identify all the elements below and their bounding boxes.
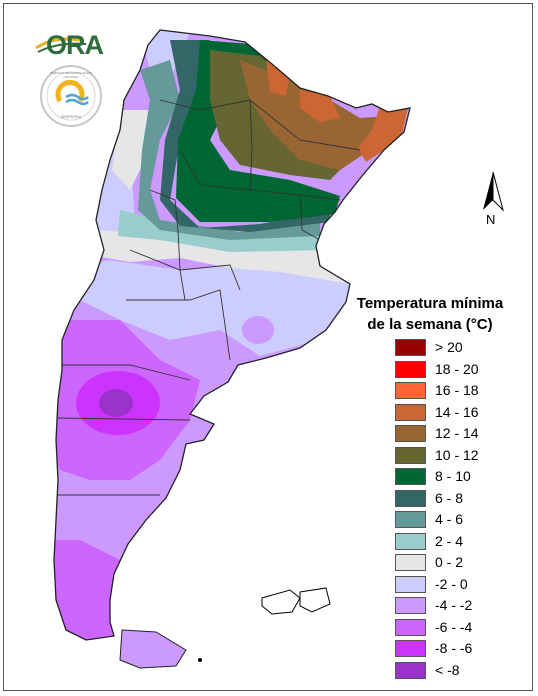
legend-label: 14 - 16 xyxy=(435,403,479,420)
legend-label: 10 - 12 xyxy=(435,446,479,463)
ora-logo-text: ORA xyxy=(46,30,104,60)
legend-label: < -8 xyxy=(435,661,460,678)
legend-label: -4 - -2 xyxy=(435,597,473,613)
legend: Temperatura mínima de la semana (°C) > 2… xyxy=(345,293,525,679)
legend-label: 16 - 18 xyxy=(435,382,479,398)
legend-swatch xyxy=(395,661,426,679)
legend-swatch xyxy=(395,360,426,378)
zone-below-minus8 xyxy=(99,389,133,417)
smn-emblem-icon xyxy=(46,71,96,121)
zone-minus2-0 xyxy=(60,260,350,356)
legend-label: -6 - -4 xyxy=(435,618,473,635)
legend-swatch xyxy=(395,597,426,614)
zone-minus6-minus4-south xyxy=(54,540,120,640)
legend-label: 0 - 2 xyxy=(435,554,464,570)
zone-6-8 xyxy=(160,40,330,232)
zone-minus4-minus2-patch xyxy=(242,316,274,344)
zone-14-16-east xyxy=(358,106,408,162)
legend-swatch xyxy=(395,468,426,485)
zone-0-2-north xyxy=(112,110,150,190)
legend-swatch xyxy=(395,575,426,593)
legend-title: Temperatura mínima de la semana (°C) xyxy=(345,293,515,335)
zone-14-16-north xyxy=(300,90,340,122)
legend-label: 6 - 8 xyxy=(435,489,464,506)
legend-label: 2 - 4 xyxy=(435,532,464,549)
zone-2-4 xyxy=(118,210,330,252)
legend-swatch xyxy=(395,403,426,421)
argentina-outline xyxy=(53,29,411,641)
legend-label: 4 - 6 xyxy=(435,511,464,527)
zone-0-2 xyxy=(96,230,350,284)
ora-swoosh-icon xyxy=(35,37,87,53)
legend-label: > 20 xyxy=(435,339,463,355)
north-label: N xyxy=(486,212,496,227)
legend-label: -8 - -6 xyxy=(435,640,473,656)
island-dot xyxy=(198,658,202,662)
north-arrow: N xyxy=(478,170,508,230)
legend-swatch xyxy=(395,489,426,507)
legend-swatch xyxy=(395,425,426,442)
malvinas-islands xyxy=(261,587,331,615)
legend-swatch xyxy=(395,532,426,550)
legend-label: 12 - 14 xyxy=(435,425,479,441)
legend-swatch xyxy=(395,640,426,657)
legend-swatch xyxy=(395,618,426,636)
smn-country-text: ARGENTINA xyxy=(60,115,82,119)
legend-swatch xyxy=(395,511,426,528)
legend-title-line2: de la semana (°C) xyxy=(367,316,493,333)
zone-4-6 xyxy=(138,60,320,240)
smn-logo: SERVICIO METEOROLÓGICO NACIONAL ARGENTIN… xyxy=(40,65,102,127)
ora-logo: ORA xyxy=(34,28,106,62)
north-arrow-icon xyxy=(483,171,504,212)
legend-swatch xyxy=(395,554,426,571)
legend-title-line1: Temperatura mínima xyxy=(356,295,504,312)
legend-label: 18 - 20 xyxy=(435,360,479,377)
legend-swatch xyxy=(395,339,426,356)
smn-ring-text: SERVICIO METEOROLÓGICO NACIONAL xyxy=(50,71,92,79)
legend-swatch xyxy=(395,382,426,399)
tierra-del-fuego xyxy=(119,629,187,669)
legend-label: 8 - 10 xyxy=(435,468,471,484)
legend-swatch xyxy=(395,446,426,464)
legend-label: -2 - 0 xyxy=(435,575,468,592)
